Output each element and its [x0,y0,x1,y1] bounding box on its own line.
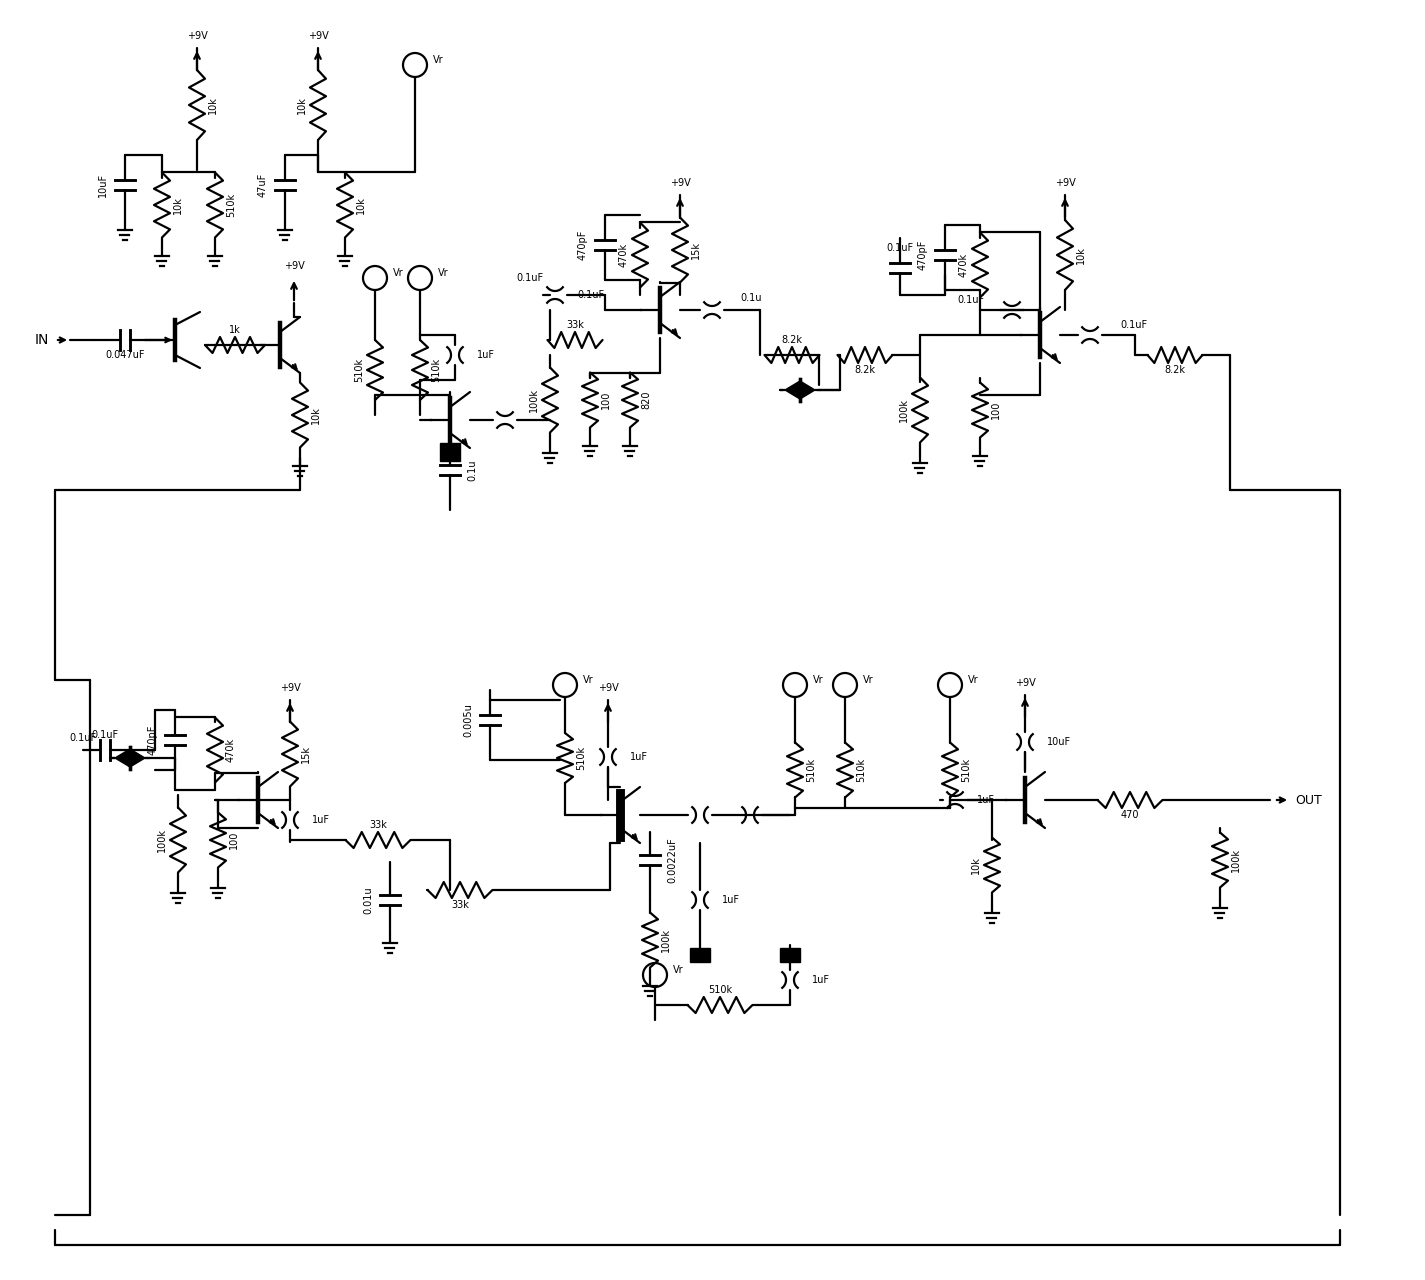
Text: 1uF: 1uF [630,751,648,762]
Text: 510k: 510k [960,758,970,782]
Text: 10k: 10k [208,96,218,114]
Text: 510k: 510k [227,193,237,218]
Polygon shape [115,749,130,767]
Text: +9V: +9V [308,31,328,41]
Text: 1uF: 1uF [477,349,494,360]
Text: 33k: 33k [452,900,469,910]
Text: 1uF: 1uF [812,975,829,986]
Text: 0.005u: 0.005u [463,703,473,737]
Text: OUT: OUT [1295,794,1322,806]
Text: Vr: Vr [814,675,824,685]
Text: +9V: +9V [279,684,301,692]
Text: 510k: 510k [708,986,732,995]
Text: 470pF: 470pF [148,724,158,755]
Text: +9V: +9V [1054,178,1076,188]
Text: 8.2k: 8.2k [781,335,802,346]
Text: 0.1u: 0.1u [740,293,761,303]
Text: +9V: +9V [1015,678,1036,689]
Text: 0.1uF: 0.1uF [516,273,543,283]
Text: 100: 100 [229,831,239,849]
Text: 510k: 510k [576,746,586,771]
Text: Vr: Vr [583,675,594,685]
Text: +9V: +9V [670,178,690,188]
Text: 470pF: 470pF [918,239,928,270]
Text: 33k: 33k [566,320,584,330]
Text: 0.1uF: 0.1uF [70,733,97,742]
Bar [779,948,799,963]
Text: 100: 100 [601,390,611,410]
Text: 10k: 10k [172,196,182,214]
Text: 0.1u: 0.1u [467,460,477,481]
Text: 100k: 100k [899,398,909,422]
Text: +9V: +9V [597,684,618,692]
Text: 510k: 510k [807,758,817,782]
Text: 8.2k: 8.2k [1164,365,1186,375]
Text: 10uF: 10uF [98,173,108,197]
Text: 100k: 100k [661,928,671,952]
Text: 10k: 10k [1076,246,1086,264]
Polygon shape [799,381,815,399]
Text: Vr: Vr [968,675,979,685]
Text: 8.2k: 8.2k [855,365,875,375]
Text: 820: 820 [641,390,651,410]
Bar [690,948,710,963]
Text: +9V: +9V [187,31,208,41]
Text: 470k: 470k [618,243,628,268]
Text: 0.1uF: 0.1uF [577,291,604,300]
Text: 10uF: 10uF [1047,737,1072,748]
Text: 1uF: 1uF [978,795,995,805]
Text: 1uF: 1uF [722,895,740,905]
Text: 470k: 470k [227,739,237,762]
Text: Vr: Vr [393,268,403,278]
Text: 15k: 15k [301,745,311,763]
Text: 510k: 510k [430,358,440,381]
Text: 0.1uF: 0.1uF [1120,320,1147,330]
Text: Vr: Vr [433,55,443,65]
Polygon shape [130,749,145,767]
Text: 0.01u: 0.01u [363,886,373,914]
Text: 100k: 100k [157,828,167,852]
Text: +9V: +9V [284,261,305,271]
Text: Vr: Vr [437,268,449,278]
Text: 10k: 10k [970,856,980,874]
Text: 0.0022uF: 0.0022uF [667,837,677,883]
Text: 47uF: 47uF [258,173,268,197]
Text: 510k: 510k [856,758,866,782]
Text: 510k: 510k [353,358,363,381]
Text: 0.1uF: 0.1uF [91,730,118,740]
Text: 470: 470 [1120,810,1139,820]
Text: 0.047uF: 0.047uF [105,349,145,360]
Text: 10k: 10k [296,96,306,114]
Text: 0.1uF: 0.1uF [958,294,985,305]
Text: 100: 100 [990,401,1000,419]
Text: Vr: Vr [673,965,684,975]
Text: 100k: 100k [1231,847,1241,872]
Text: 15k: 15k [691,241,701,259]
Text: 470pF: 470pF [579,230,589,260]
Text: 10k: 10k [311,406,321,424]
Text: 470k: 470k [959,253,969,276]
Bar [440,443,460,461]
Text: 1uF: 1uF [312,815,331,826]
Text: Vr: Vr [864,675,874,685]
Text: 10k: 10k [356,196,366,214]
Text: 1k: 1k [229,325,241,335]
Text: IN: IN [36,333,50,347]
Polygon shape [785,381,799,399]
Text: 100k: 100k [529,388,539,412]
Text: 33k: 33k [369,820,388,829]
Text: 0.1uF: 0.1uF [886,243,913,253]
